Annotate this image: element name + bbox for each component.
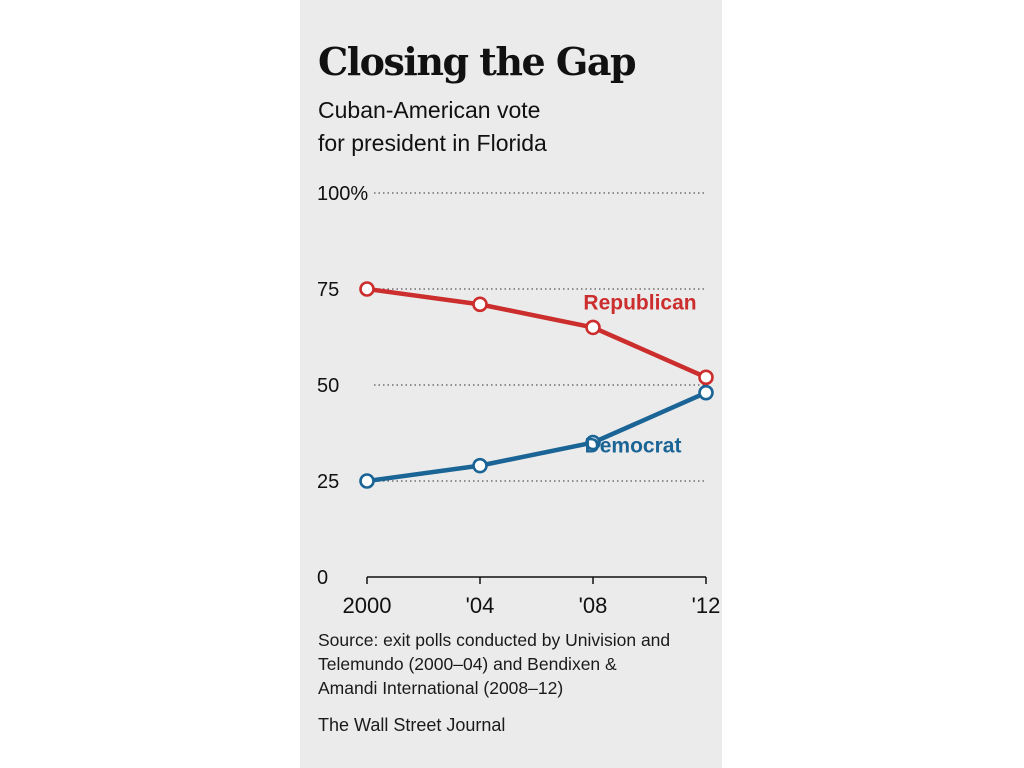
- data-point-republican-0: [359, 281, 375, 297]
- x-tick-label-2: '08: [579, 593, 608, 618]
- data-point-republican-3: [698, 369, 714, 386]
- publisher-credit: The Wall Street Journal: [318, 715, 506, 735]
- series-line-democrat: [364, 390, 709, 484]
- data-point-republican-1: [472, 296, 488, 313]
- source-note: Source: exit polls conducted by Univisio…: [318, 628, 718, 700]
- line-chart: 100% 75 50 25 0 2000 '04 '08 '12 Republican Democr…: [317, 183, 721, 618]
- y-tick-label-2: 50: [317, 375, 339, 397]
- x-tick-label-1: '04: [466, 593, 495, 618]
- chart-panel: Closing the Gap Cuban-American vote for …: [300, 0, 722, 768]
- subtitle-line-2: for president in Florida: [318, 130, 547, 156]
- data-point-democrat-0: [359, 473, 375, 489]
- y-tick-label-1: 75: [317, 279, 339, 301]
- y-tick-label-0: 100%: [317, 183, 368, 205]
- chart-subtitle: Cuban-American vote for president in Flo…: [318, 94, 698, 160]
- data-point-republican-2: [585, 319, 601, 336]
- source-line-3: Amandi International (2008–12): [318, 678, 564, 698]
- x-tick-label-0: 2000: [343, 593, 392, 618]
- data-point-democrat-2: [585, 434, 601, 451]
- y-tick-label-3: 25: [317, 471, 339, 493]
- series-label-republican: Republican: [583, 291, 696, 314]
- y-tick-label-4: 0: [317, 567, 328, 589]
- series-label-democrat: Democrat: [585, 435, 682, 458]
- subtitle-line-1: Cuban-American vote: [318, 97, 541, 123]
- x-tick-label-3: '12: [692, 593, 721, 618]
- chart-title: Closing the Gap: [318, 39, 637, 84]
- source-line-1: Source: exit polls conducted by Univisio…: [318, 630, 671, 650]
- data-point-democrat-3: [698, 384, 714, 401]
- series-line-republican: [364, 286, 709, 380]
- source-line-2: Telemundo (2000–04) and Bendixen &: [318, 654, 617, 674]
- data-point-democrat-1: [472, 457, 488, 474]
